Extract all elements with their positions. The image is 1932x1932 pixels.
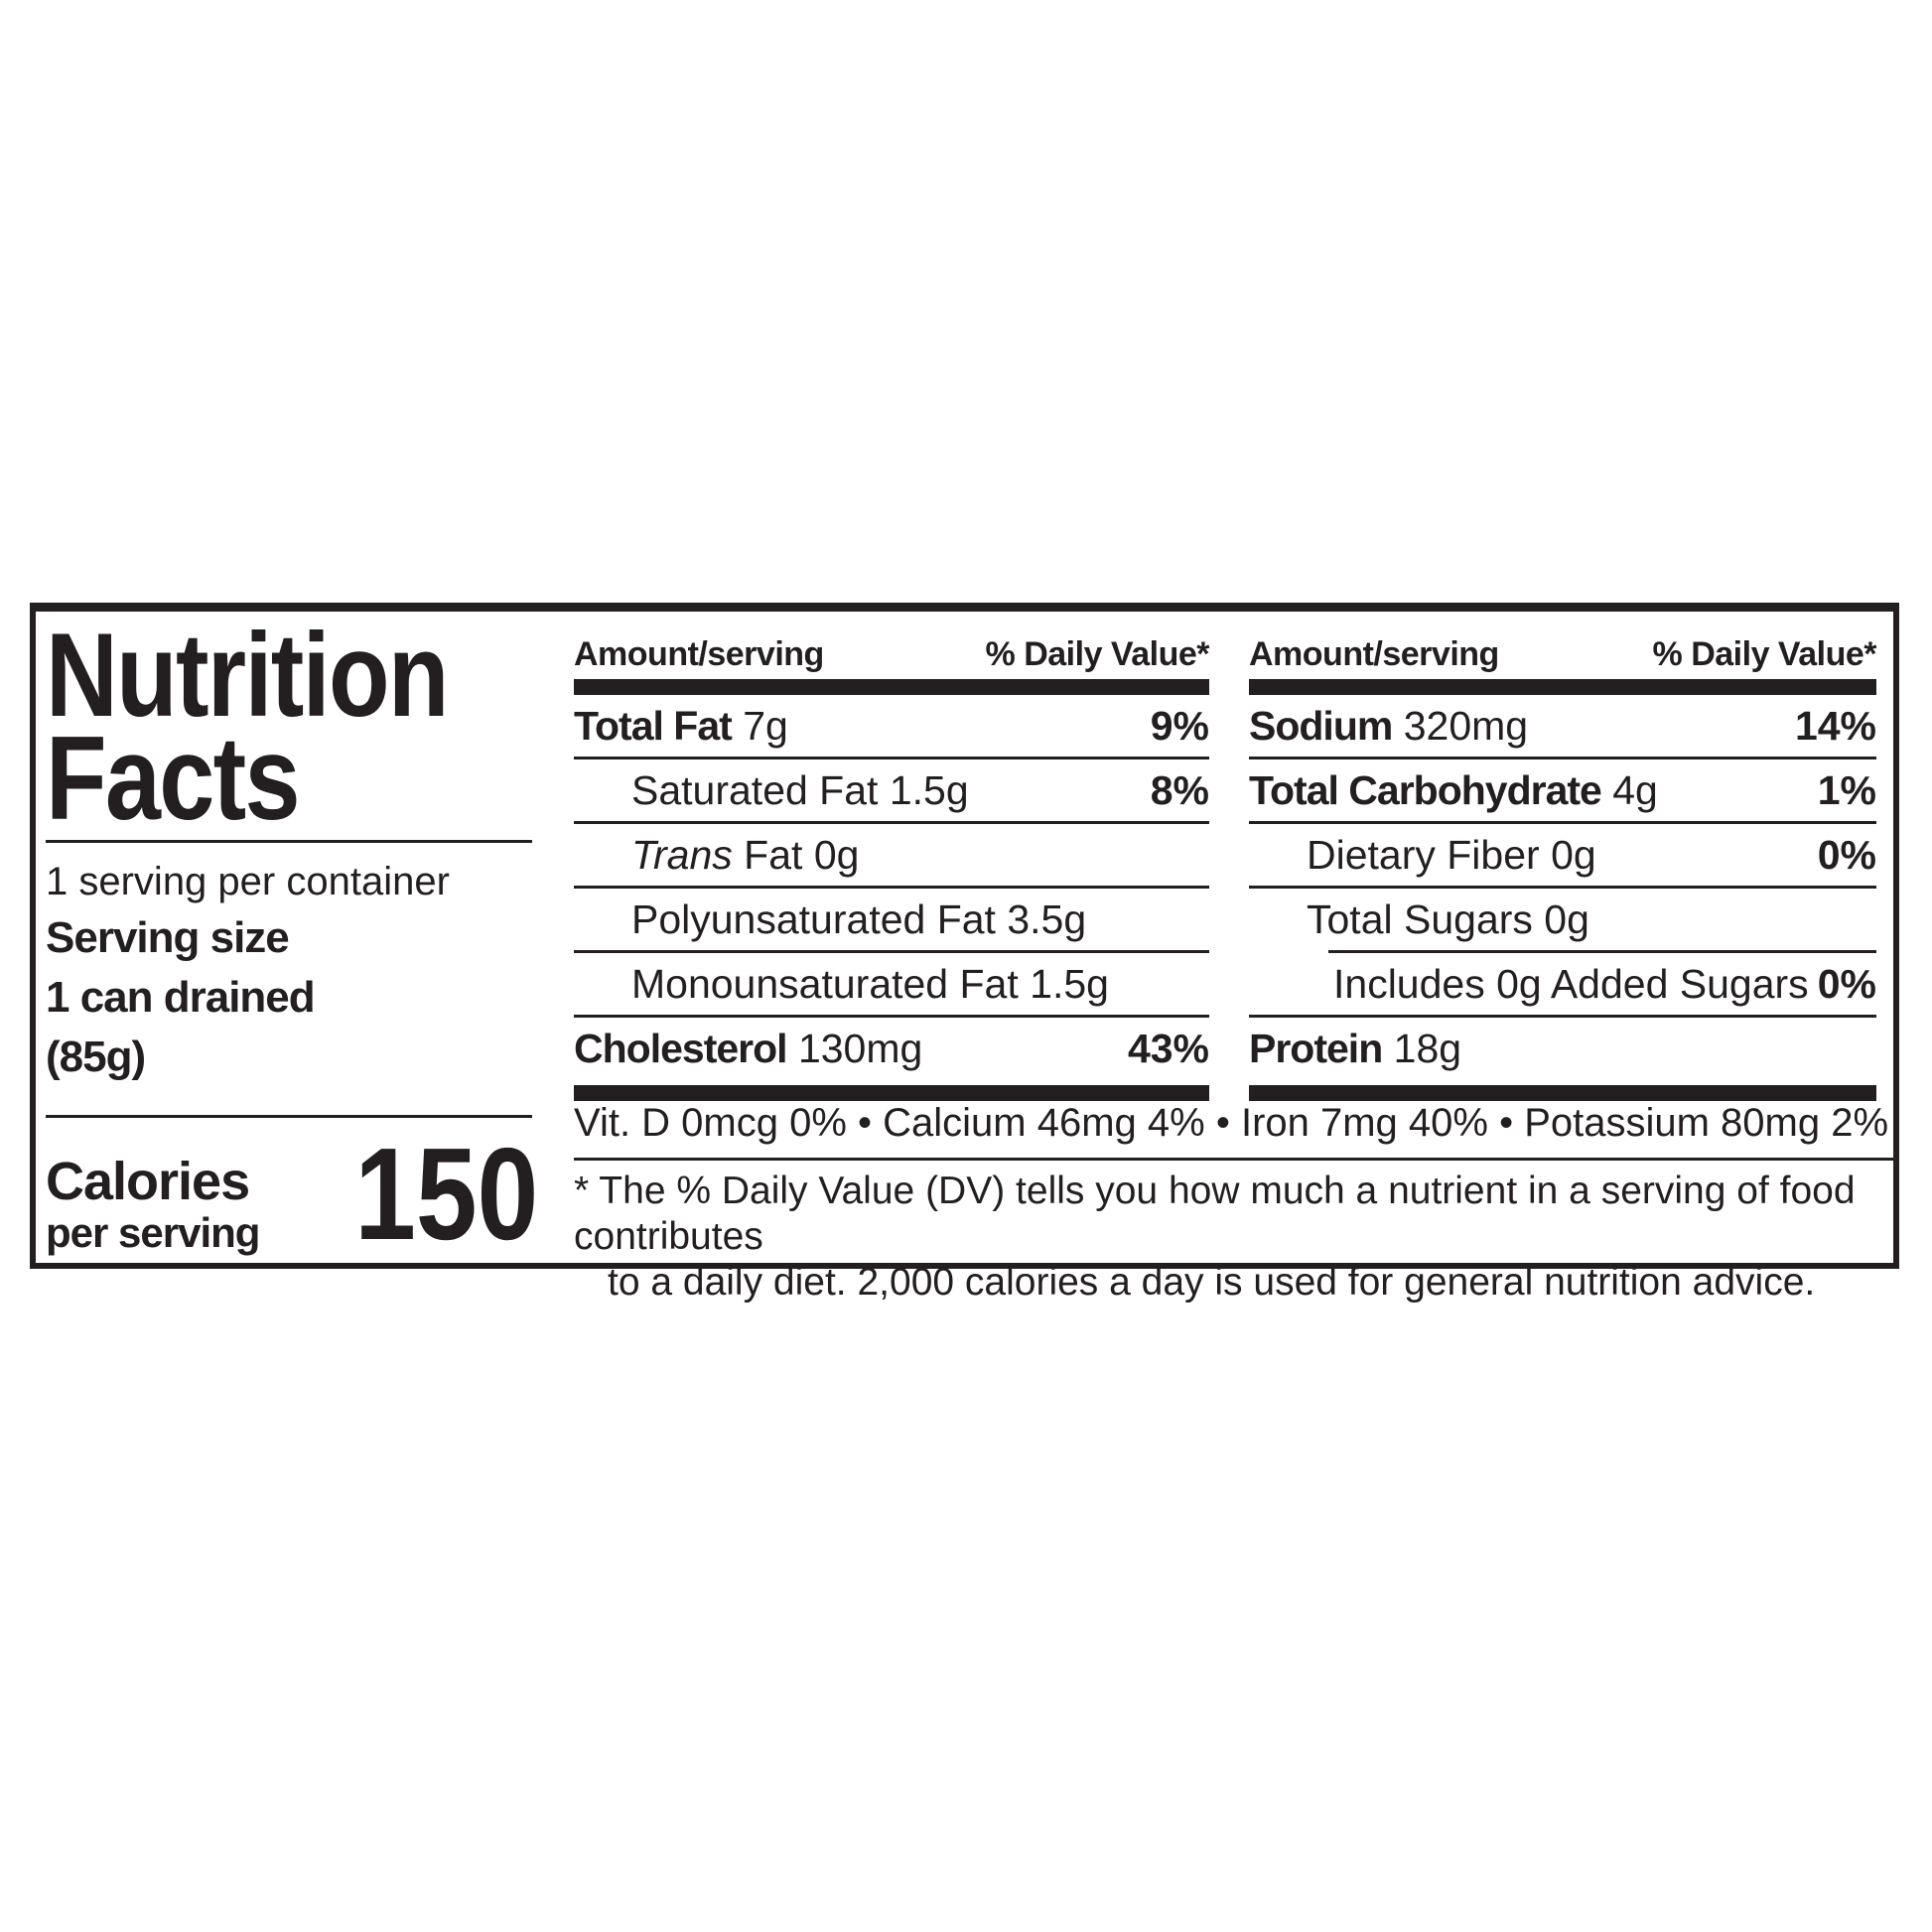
divider xyxy=(1249,1015,1876,1018)
thick-bar xyxy=(1249,679,1876,695)
divider xyxy=(1328,950,1876,953)
nutrient-row: Total Sugars 0g xyxy=(1249,889,1876,950)
nutrient-name-amount: Polyunsaturated Fat 3.5g xyxy=(631,896,1087,942)
nutrient-name-amount: Sodium 320mg xyxy=(1249,702,1529,749)
nutrient-name-amount: Saturated Fat 1.5g xyxy=(631,766,969,813)
nutrient-column-fat: Amount/serving % Daily Value* Total Fat … xyxy=(574,635,1210,1101)
calories-row: Calories per serving 150 xyxy=(46,1121,552,1267)
nutrient-name-amount: Total Sugars 0g xyxy=(1307,896,1589,942)
servings-per-container: 1 serving per container xyxy=(46,860,450,903)
nutrient-name-amount: Monounsaturated Fat 1.5g xyxy=(631,960,1109,1007)
thick-bar xyxy=(574,1085,1209,1101)
divider xyxy=(574,1015,1209,1018)
nutrient-row: Dietary Fiber 0g 0% xyxy=(1249,824,1876,886)
divider xyxy=(574,757,1209,759)
nutrient-name-amount: Total Carbohydrate 4g xyxy=(1249,766,1658,813)
nutrient-daily-value: 0% xyxy=(1817,831,1876,878)
nutrient-name-amount: Trans Fat 0g xyxy=(631,831,860,878)
divider xyxy=(1249,757,1876,759)
nutrient-column-carb: Amount/serving % Daily Value* Sodium 320… xyxy=(1249,635,1877,1101)
calories-words: Calories per serving xyxy=(46,1136,260,1257)
header-amount-serving: Amount/serving xyxy=(574,635,824,673)
nutrient-name-amount: Protein 18g xyxy=(1249,1025,1462,1071)
divider xyxy=(1249,821,1876,824)
footnote-line1: * The % Daily Value (DV) tells you how m… xyxy=(574,1170,1856,1258)
column-header: Amount/serving % Daily Value* xyxy=(574,635,1210,673)
calories-label: Calories xyxy=(46,1152,250,1211)
nutrient-name-amount: Cholesterol 130mg xyxy=(574,1025,923,1071)
header-daily-value: % Daily Value* xyxy=(985,635,1210,673)
nutrient-daily-value: 43% xyxy=(1127,1025,1209,1071)
nutrition-facts-label: Nutrition Facts 1 serving per container … xyxy=(30,603,1899,1304)
label-title-line1: Nutrition xyxy=(46,609,449,742)
nutrient-row: Polyunsaturated Fat 3.5g xyxy=(574,889,1209,950)
serving-size-weight: (85g) xyxy=(46,1033,146,1081)
nutrient-row: Monounsaturated Fat 1.5g xyxy=(574,953,1209,1015)
nutrient-daily-value: 0% xyxy=(1817,960,1876,1007)
divider xyxy=(574,950,1209,953)
header-amount-serving: Amount/serving xyxy=(1249,635,1499,673)
label-title-line2: Facts xyxy=(46,712,301,845)
divider xyxy=(46,840,532,843)
nutrient-row: Includes 0g Added Sugars 0% xyxy=(1249,953,1876,1015)
calories-value: 150 xyxy=(353,1121,538,1267)
divider xyxy=(574,886,1209,889)
nutrient-rows: Total Fat 7g 9% Saturated Fat 1.5g 8% Trans … xyxy=(574,695,1209,1079)
label-title: Nutrition Facts xyxy=(46,609,471,845)
nutrient-row: Trans Fat 0g xyxy=(574,824,1209,886)
footnote-line2: to a daily diet. 2,000 calories a day is… xyxy=(608,1261,1816,1304)
calories-sublabel: per serving xyxy=(46,1209,260,1256)
micronutrients-line: Vit. D 0mcg 0% • Calcium 46mg 4% • Iron … xyxy=(574,1101,1889,1145)
daily-value-footnote: * The % Daily Value (DV) tells you how m… xyxy=(574,1169,1894,1306)
divider xyxy=(1249,886,1876,889)
nutrient-name-amount: Dietary Fiber 0g xyxy=(1307,831,1596,878)
header-daily-value: % Daily Value* xyxy=(1652,635,1877,673)
thick-bar xyxy=(574,679,1209,695)
nutrient-row: Cholesterol 130mg 43% xyxy=(574,1018,1209,1079)
label-left-column: Nutrition Facts 1 serving per container … xyxy=(46,609,552,1267)
serving-size-value: 1 can drained xyxy=(46,973,316,1022)
nutrient-row: Total Carbohydrate 4g 1% xyxy=(1249,759,1876,821)
nutrient-name-amount: Total Fat 7g xyxy=(574,702,788,749)
nutrient-daily-value: 14% xyxy=(1794,702,1876,749)
serving-size-label: Serving size xyxy=(46,913,290,962)
nutrient-daily-value: 1% xyxy=(1817,766,1876,813)
nutrient-row: Protein 18g xyxy=(1249,1018,1876,1079)
nutrient-daily-value: 9% xyxy=(1150,702,1209,749)
column-header: Amount/serving % Daily Value* xyxy=(1249,635,1877,673)
nutrient-row: Sodium 320mg 14% xyxy=(1249,695,1876,757)
nutrient-row: Saturated Fat 1.5g 8% xyxy=(574,759,1209,821)
nutrient-row: Total Fat 7g 9% xyxy=(574,695,1209,757)
nutrient-name-amount: Includes 0g Added Sugars xyxy=(1333,960,1809,1007)
thick-bar xyxy=(1249,1085,1876,1101)
label-bottom-section: Vit. D 0mcg 0% • Calcium 46mg 4% • Iron … xyxy=(574,1100,1894,1306)
divider xyxy=(46,1115,532,1118)
nutrient-daily-value: 8% xyxy=(1150,766,1209,813)
divider xyxy=(574,821,1209,824)
nutrient-rows: Sodium 320mg 14% Total Carbohydrate 4g 1% Di… xyxy=(1249,695,1876,1079)
divider xyxy=(574,1158,1894,1161)
